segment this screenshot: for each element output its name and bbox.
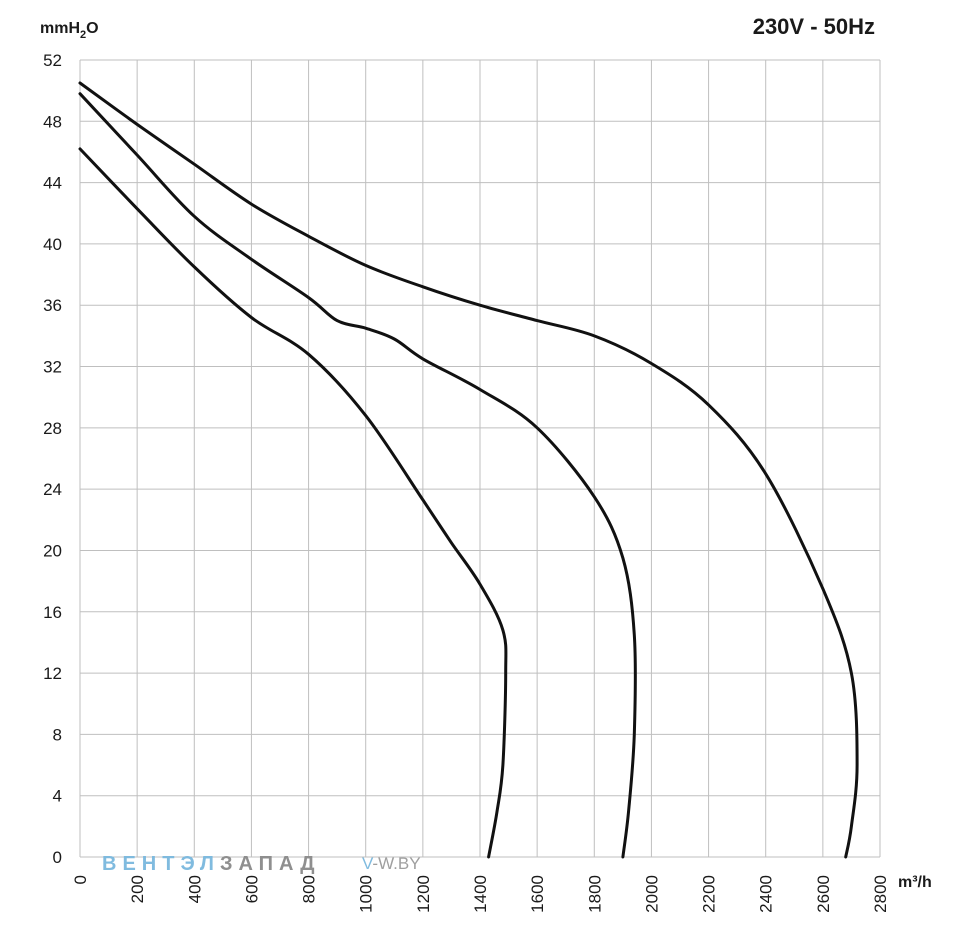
y-tick-label: 0 (53, 848, 62, 867)
series-line-curve-2 (78, 92, 637, 859)
y-tick-label: 8 (53, 725, 62, 744)
x-tick-label: 2000 (642, 875, 661, 913)
y-tick-label: 44 (43, 174, 62, 193)
series-lines (78, 81, 859, 859)
y-tick-label: 4 (53, 787, 62, 806)
watermark: ВЕНТЭЛЗАПАД V-W.BY (102, 853, 421, 875)
y-tick-label: 32 (43, 358, 62, 377)
series-line-curve-1 (78, 147, 508, 859)
x-tick-label: 200 (128, 875, 147, 903)
x-tick-label: 1600 (528, 875, 547, 913)
x-tick-label: 2600 (814, 875, 833, 913)
x-tick-label: 2200 (700, 875, 719, 913)
y-axis-label: mmH2O (40, 20, 99, 41)
x-tick-label: 2800 (871, 875, 890, 913)
y-tick-label: 24 (43, 480, 62, 499)
y-tick-label: 52 (43, 51, 62, 70)
x-tick-label: 800 (300, 875, 319, 903)
grid (79, 59, 881, 858)
x-axis-label: m³/h (898, 874, 932, 891)
x-tick-label: 1200 (414, 875, 433, 913)
y-tick-label: 28 (43, 419, 62, 438)
x-tick-label: 2400 (757, 875, 776, 913)
y-tick-label: 36 (43, 296, 62, 315)
y-tick-label: 48 (43, 112, 62, 131)
watermark-site: V-W.BY (362, 854, 421, 873)
x-tick-label: 0 (71, 875, 90, 884)
x-tick-label: 1000 (357, 875, 376, 913)
series-line-curve-3 (78, 81, 859, 859)
chart-title: 230V - 50Hz (753, 14, 875, 39)
y-tick-label: 12 (43, 664, 62, 683)
y-tick-label: 20 (43, 541, 62, 560)
watermark-brand: ВЕНТЭЛЗАПАД (102, 853, 320, 875)
x-axis-ticks: 0 200 400 600 800 1000 1200 1400 1600 1800 2000 220… (71, 875, 890, 913)
x-tick-label: 1400 (471, 875, 490, 913)
x-tick-label: 1800 (585, 875, 604, 913)
y-tick-label: 16 (43, 603, 62, 622)
y-tick-label: 40 (43, 235, 62, 254)
x-tick-label: 400 (185, 875, 204, 903)
x-tick-label: 600 (242, 875, 261, 903)
